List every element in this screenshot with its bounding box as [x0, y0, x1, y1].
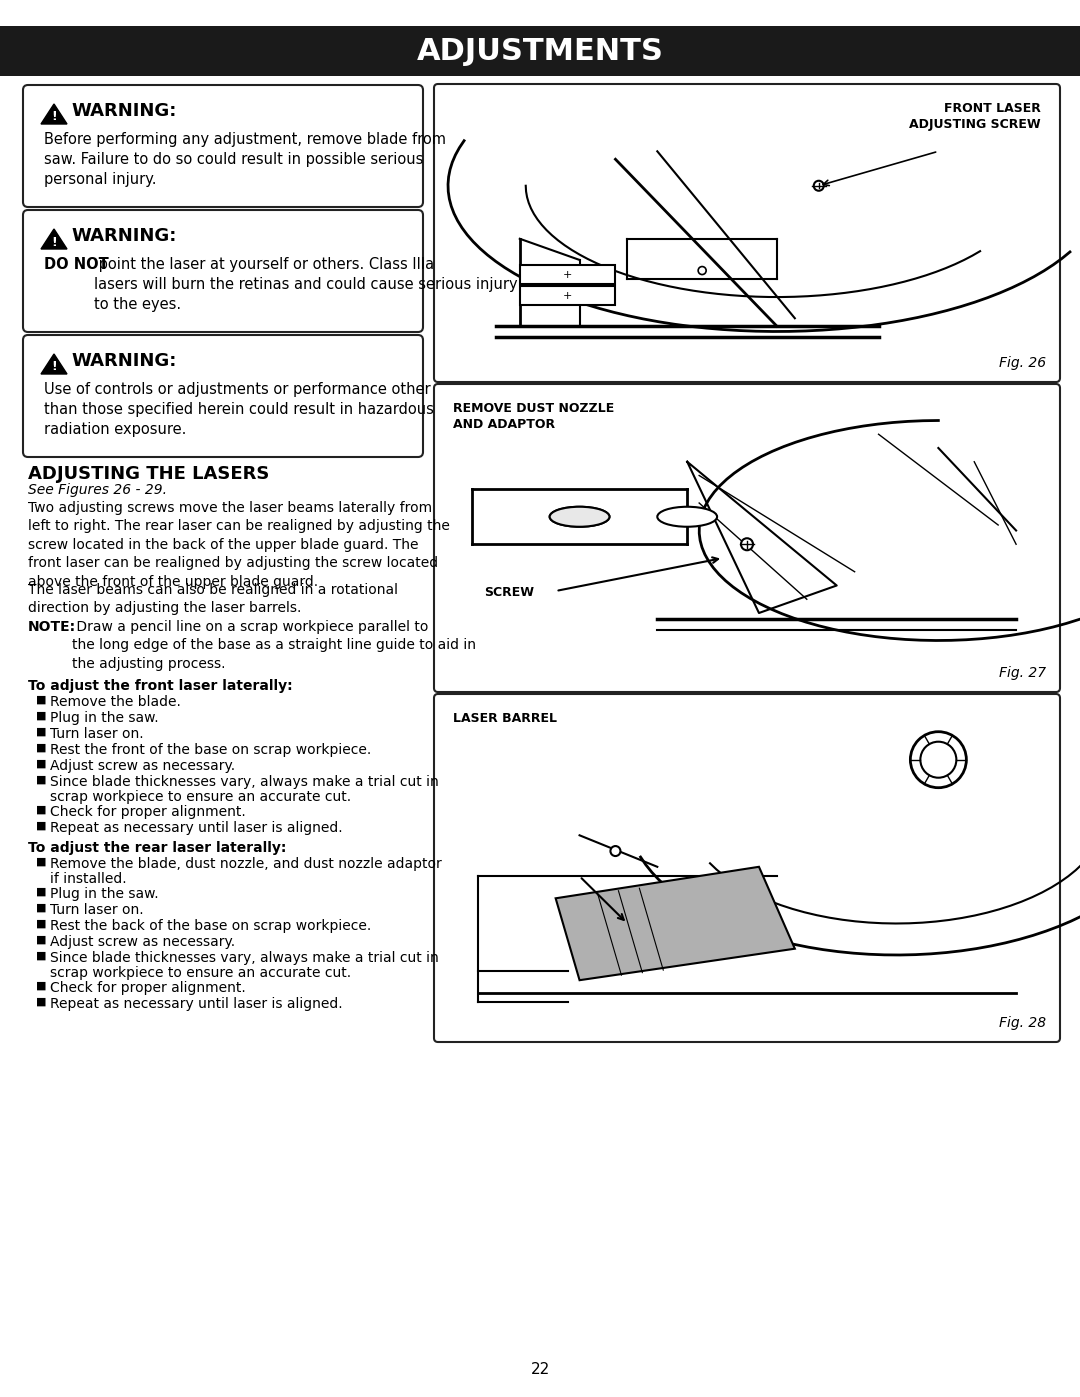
- Text: Draw a pencil line on a scrap workpiece parallel to
the long edge of the base as: Draw a pencil line on a scrap workpiece …: [72, 620, 476, 671]
- Text: WARNING:: WARNING:: [71, 352, 176, 370]
- Text: ■: ■: [36, 887, 46, 897]
- Text: ■: ■: [36, 694, 46, 705]
- Text: The laser beams can also be realigned in a rotational
direction by adjusting the: The laser beams can also be realigned in…: [28, 583, 399, 616]
- Text: ■: ■: [36, 743, 46, 753]
- Circle shape: [920, 742, 957, 778]
- Circle shape: [698, 267, 706, 275]
- Polygon shape: [555, 866, 795, 981]
- Bar: [519, 286, 616, 305]
- Text: ■: ■: [36, 759, 46, 768]
- Text: scrap workpiece to ensure an accurate cut.: scrap workpiece to ensure an accurate cu…: [50, 965, 351, 981]
- Text: Plug in the saw.: Plug in the saw.: [50, 887, 159, 901]
- Text: Repeat as necessary until laser is aligned.: Repeat as necessary until laser is align…: [50, 997, 342, 1011]
- Text: ■: ■: [36, 902, 46, 914]
- Text: if installed.: if installed.: [50, 872, 126, 886]
- Text: Check for proper alignment.: Check for proper alignment.: [50, 981, 246, 995]
- FancyBboxPatch shape: [23, 210, 423, 332]
- Ellipse shape: [550, 507, 609, 527]
- Text: ADJUSTMENTS: ADJUSTMENTS: [417, 38, 663, 67]
- Text: Since blade thicknesses vary, always make a trial cut in: Since blade thicknesses vary, always mak…: [50, 951, 438, 965]
- FancyBboxPatch shape: [434, 384, 1059, 692]
- Text: Rest the front of the base on scrap workpiece.: Rest the front of the base on scrap work…: [50, 743, 372, 757]
- Text: ■: ■: [36, 856, 46, 868]
- Text: Adjust screw as necessary.: Adjust screw as necessary.: [50, 935, 235, 949]
- Text: scrap workpiece to ensure an accurate cut.: scrap workpiece to ensure an accurate cu…: [50, 789, 351, 805]
- Bar: [0, 27, 1080, 75]
- Text: Turn laser on.: Turn laser on.: [50, 902, 144, 916]
- Text: See Figures 26 - 29.: See Figures 26 - 29.: [28, 483, 167, 497]
- Text: WARNING:: WARNING:: [71, 226, 176, 244]
- Text: Use of controls or adjustments or performance other
than those specified herein : Use of controls or adjustments or perfor…: [44, 381, 434, 437]
- Text: Since blade thicknesses vary, always make a trial cut in: Since blade thicknesses vary, always mak…: [50, 775, 438, 789]
- Text: Rest the back of the base on scrap workpiece.: Rest the back of the base on scrap workp…: [50, 919, 372, 933]
- Text: point the laser at yourself or others. Class IIIa
lasers will burn the retinas a: point the laser at yourself or others. C…: [94, 257, 517, 312]
- Text: DO NOT: DO NOT: [44, 257, 109, 272]
- Text: +: +: [563, 270, 572, 279]
- FancyBboxPatch shape: [23, 85, 423, 207]
- Text: !: !: [51, 360, 57, 373]
- Text: To adjust the rear laser laterally:: To adjust the rear laser laterally:: [28, 841, 286, 855]
- Text: SCREW: SCREW: [484, 585, 534, 598]
- Text: ■: ■: [36, 935, 46, 944]
- Text: Plug in the saw.: Plug in the saw.: [50, 711, 159, 725]
- Text: 22: 22: [530, 1362, 550, 1377]
- Text: Check for proper alignment.: Check for proper alignment.: [50, 805, 246, 819]
- Text: Fig. 26: Fig. 26: [999, 356, 1047, 370]
- FancyBboxPatch shape: [434, 84, 1059, 381]
- Ellipse shape: [658, 507, 717, 527]
- Polygon shape: [41, 103, 67, 124]
- Text: REMOVE DUST NOZZLE
AND ADAPTOR: REMOVE DUST NOZZLE AND ADAPTOR: [453, 402, 615, 432]
- Circle shape: [910, 732, 967, 788]
- Bar: [519, 265, 616, 284]
- Text: NOTE:: NOTE:: [28, 620, 76, 634]
- Polygon shape: [41, 353, 67, 374]
- Text: ■: ■: [36, 775, 46, 785]
- Text: ADJUSTING THE LASERS: ADJUSTING THE LASERS: [28, 465, 269, 483]
- Text: Remove the blade.: Remove the blade.: [50, 694, 180, 710]
- Text: Remove the blade, dust nozzle, and dust nozzle adaptor: Remove the blade, dust nozzle, and dust …: [50, 856, 442, 870]
- Circle shape: [610, 847, 620, 856]
- Text: ■: ■: [36, 821, 46, 831]
- Polygon shape: [41, 229, 67, 249]
- Text: !: !: [51, 236, 57, 249]
- FancyBboxPatch shape: [23, 335, 423, 457]
- Text: !: !: [51, 110, 57, 123]
- Text: ■: ■: [36, 726, 46, 738]
- Text: Fig. 27: Fig. 27: [999, 666, 1047, 680]
- FancyBboxPatch shape: [434, 694, 1059, 1042]
- Text: ■: ■: [36, 805, 46, 814]
- Text: Fig. 28: Fig. 28: [999, 1016, 1047, 1030]
- Text: To adjust the front laser laterally:: To adjust the front laser laterally:: [28, 679, 293, 693]
- Text: ■: ■: [36, 997, 46, 1007]
- Text: ■: ■: [36, 919, 46, 929]
- Text: FRONT LASER
ADJUSTING SCREW: FRONT LASER ADJUSTING SCREW: [909, 102, 1041, 131]
- Text: ■: ■: [36, 711, 46, 721]
- Text: Before performing any adjustment, remove blade from
saw. Failure to do so could : Before performing any adjustment, remove…: [44, 131, 446, 187]
- Text: Adjust screw as necessary.: Adjust screw as necessary.: [50, 759, 235, 773]
- Text: LASER BARREL: LASER BARREL: [453, 712, 557, 725]
- Circle shape: [813, 180, 824, 191]
- Circle shape: [741, 538, 753, 550]
- Text: Turn laser on.: Turn laser on.: [50, 726, 144, 740]
- Text: ■: ■: [36, 981, 46, 990]
- Text: WARNING:: WARNING:: [71, 102, 176, 120]
- Text: ■: ■: [36, 951, 46, 961]
- Text: Two adjusting screws move the laser beams laterally from
left to right. The rear: Two adjusting screws move the laser beam…: [28, 502, 450, 588]
- Text: +: +: [563, 291, 572, 300]
- Text: Repeat as necessary until laser is aligned.: Repeat as necessary until laser is align…: [50, 821, 342, 835]
- Ellipse shape: [550, 507, 609, 527]
